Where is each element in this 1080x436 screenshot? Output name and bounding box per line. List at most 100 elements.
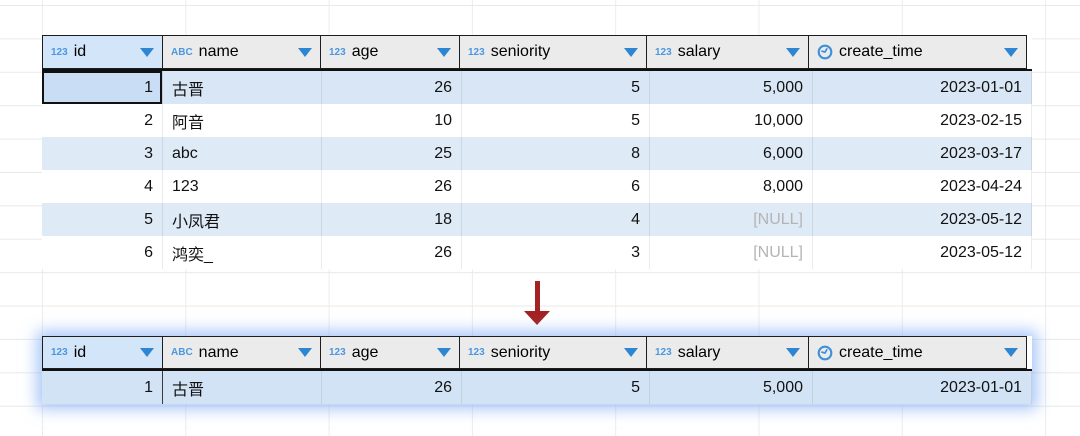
column-label: seniority bbox=[490, 343, 551, 361]
cell-name[interactable]: 阿音 bbox=[163, 104, 322, 137]
filter-dropdown-icon[interactable] bbox=[298, 47, 312, 57]
table-row: 3 abc 25 8 6,000 2023-03-17 bbox=[42, 137, 1032, 170]
column-header-id[interactable]: 123 id bbox=[42, 35, 163, 69]
cell-id[interactable]: 5 bbox=[42, 203, 163, 236]
cell-create_time[interactable]: 2023-04-24 bbox=[813, 170, 1032, 203]
table-row: 5 小凤君 18 4 [NULL] 2023-05-12 bbox=[42, 203, 1032, 236]
numeric-type-icon: 123 bbox=[51, 347, 68, 358]
cell-name[interactable]: 古晋 bbox=[163, 71, 322, 104]
cell-age[interactable]: 26 bbox=[322, 371, 462, 404]
cell-id[interactable]: 3 bbox=[42, 137, 163, 170]
column-header-age[interactable]: 123 age bbox=[320, 336, 460, 369]
cell-salary[interactable]: [NULL] bbox=[650, 236, 813, 269]
filter-dropdown-icon[interactable] bbox=[298, 348, 312, 357]
cell-salary[interactable]: 5,000 bbox=[650, 371, 813, 404]
cell-seniority[interactable]: 5 bbox=[462, 71, 650, 104]
cell-name[interactable]: abc bbox=[163, 137, 322, 170]
table-row: 1 古晋 26 5 5,000 2023-01-01 bbox=[42, 71, 1032, 104]
numeric-type-icon: 123 bbox=[468, 46, 485, 58]
result-table-header: 123 id ABC name 123 age 123 seniority 123 salary c… bbox=[42, 336, 1032, 371]
cell-salary[interactable]: 10,000 bbox=[650, 104, 813, 137]
filter-dropdown-icon[interactable] bbox=[437, 47, 451, 57]
filter-dropdown-icon[interactable] bbox=[624, 348, 638, 357]
filter-dropdown-icon[interactable] bbox=[786, 348, 800, 357]
cell-salary[interactable]: 6,000 bbox=[650, 137, 813, 170]
column-header-id[interactable]: 123 id bbox=[42, 336, 163, 369]
table-row: 4 123 26 6 8,000 2023-04-24 bbox=[42, 170, 1032, 203]
cell-age[interactable]: 26 bbox=[322, 71, 462, 104]
column-header-salary[interactable]: 123 salary bbox=[646, 35, 809, 69]
cell-id[interactable]: 1 bbox=[42, 371, 163, 404]
filter-dropdown-icon[interactable] bbox=[1004, 47, 1018, 57]
clock-icon bbox=[817, 345, 833, 361]
cell-create_time[interactable]: 2023-02-15 bbox=[813, 104, 1032, 137]
column-label: age bbox=[351, 43, 379, 60]
column-header-create_time[interactable]: create_time bbox=[808, 336, 1027, 369]
filter-dropdown-icon[interactable] bbox=[140, 47, 154, 57]
cell-seniority[interactable]: 6 bbox=[462, 170, 650, 203]
cell-age[interactable]: 26 bbox=[322, 170, 462, 203]
column-label: id bbox=[73, 43, 87, 60]
filter-dropdown-icon[interactable] bbox=[437, 348, 451, 357]
filter-dropdown-icon[interactable] bbox=[1004, 348, 1018, 357]
table-row: 2 阿音 10 5 10,000 2023-02-15 bbox=[42, 104, 1032, 137]
numeric-type-icon: 123 bbox=[655, 347, 672, 358]
cell-create_time[interactable]: 2023-05-12 bbox=[813, 236, 1032, 269]
text-type-icon: ABC bbox=[171, 347, 193, 358]
column-label: salary bbox=[677, 343, 721, 361]
down-arrow-head bbox=[524, 311, 550, 325]
column-header-name[interactable]: ABC name bbox=[162, 336, 321, 369]
cell-salary[interactable]: 5,000 bbox=[650, 71, 813, 104]
numeric-type-icon: 123 bbox=[468, 347, 485, 358]
filter-dropdown-icon[interactable] bbox=[140, 348, 154, 357]
numeric-type-icon: 123 bbox=[329, 46, 346, 58]
column-label: create_time bbox=[839, 343, 923, 361]
down-arrow-stem bbox=[534, 281, 540, 312]
table-row: 1 古晋 26 5 5,000 2023-01-01 bbox=[42, 371, 1032, 404]
column-header-age[interactable]: 123 age bbox=[320, 35, 460, 69]
cell-age[interactable]: 25 bbox=[322, 137, 462, 170]
column-header-salary[interactable]: 123 salary bbox=[646, 336, 809, 369]
column-header-create_time[interactable]: create_time bbox=[808, 35, 1027, 69]
cell-create_time[interactable]: 2023-05-12 bbox=[813, 203, 1032, 236]
cell-seniority[interactable]: 5 bbox=[462, 371, 650, 404]
column-header-name[interactable]: ABC name bbox=[162, 35, 321, 69]
result-table-grid: 123 id ABC name 123 age 123 seniority 123 salary c… bbox=[42, 336, 1032, 404]
cell-age[interactable]: 18 bbox=[322, 203, 462, 236]
column-label: salary bbox=[677, 43, 721, 60]
cell-id[interactable]: 1 bbox=[42, 71, 163, 104]
cell-salary[interactable]: 8,000 bbox=[650, 170, 813, 203]
filter-dropdown-icon[interactable] bbox=[624, 47, 638, 57]
numeric-type-icon: 123 bbox=[655, 46, 672, 58]
column-label: name bbox=[198, 343, 239, 361]
cell-salary[interactable]: [NULL] bbox=[650, 203, 813, 236]
cell-seniority[interactable]: 5 bbox=[462, 104, 650, 137]
cell-seniority[interactable]: 4 bbox=[462, 203, 650, 236]
column-label: name bbox=[198, 43, 239, 60]
cell-name[interactable]: 小凤君 bbox=[163, 203, 322, 236]
cell-name[interactable]: 古晋 bbox=[163, 371, 322, 404]
cell-id[interactable]: 4 bbox=[42, 170, 163, 203]
numeric-type-icon: 123 bbox=[329, 347, 346, 358]
clock-icon bbox=[817, 44, 833, 60]
column-label: id bbox=[73, 343, 87, 361]
cell-seniority[interactable]: 8 bbox=[462, 137, 650, 170]
cell-create_time[interactable]: 2023-03-17 bbox=[813, 137, 1032, 170]
cell-create_time[interactable]: 2023-01-01 bbox=[813, 71, 1032, 104]
cell-age[interactable]: 26 bbox=[322, 236, 462, 269]
text-type-icon: ABC bbox=[171, 46, 193, 58]
filter-dropdown-icon[interactable] bbox=[786, 47, 800, 57]
column-header-seniority[interactable]: 123 seniority bbox=[459, 336, 647, 369]
cell-seniority[interactable]: 3 bbox=[462, 236, 650, 269]
cell-id[interactable]: 2 bbox=[42, 104, 163, 137]
cell-id[interactable]: 6 bbox=[42, 236, 163, 269]
cell-age[interactable]: 10 bbox=[322, 104, 462, 137]
cell-create_time[interactable]: 2023-01-01 bbox=[813, 371, 1032, 404]
column-label: create_time bbox=[839, 43, 923, 60]
cell-name[interactable]: 123 bbox=[163, 170, 322, 203]
cell-name[interactable]: 鸿奕_ bbox=[163, 236, 322, 269]
source-table-header: 123 id ABC name 123 age 123 seniority 123 salary c… bbox=[42, 35, 1032, 71]
table-row: 6 鸿奕_ 26 3 [NULL] 2023-05-12 bbox=[42, 236, 1032, 269]
column-label: seniority bbox=[490, 43, 551, 60]
column-header-seniority[interactable]: 123 seniority bbox=[459, 35, 647, 69]
